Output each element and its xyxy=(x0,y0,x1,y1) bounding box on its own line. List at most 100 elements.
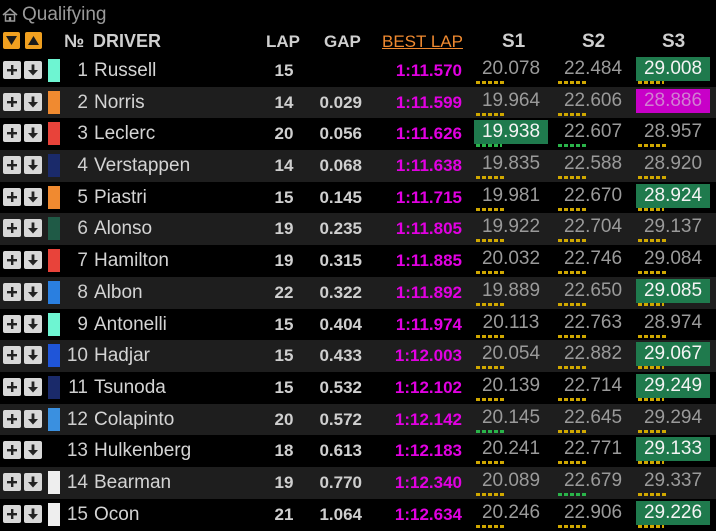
arrow-down-icon xyxy=(27,127,39,139)
pin-driver-button[interactable] xyxy=(3,377,21,396)
pin-driver-button[interactable] xyxy=(3,251,21,270)
table-row[interactable]: 13 Hulkenberg 18 0.613 1:12.183 20.241 2… xyxy=(0,435,716,467)
move-down-button[interactable] xyxy=(24,346,42,365)
microsector-bar xyxy=(638,207,664,211)
driver-name: Norris xyxy=(94,91,145,113)
sector-s1-cell: 20.032 xyxy=(474,247,548,275)
pin-driver-button[interactable] xyxy=(3,219,21,238)
table-row[interactable]: 14 Bearman 19 0.770 1:12.340 20.089 22.6… xyxy=(0,466,716,499)
pin-driver-button[interactable] xyxy=(3,124,21,143)
pin-driver-button[interactable] xyxy=(3,346,21,365)
table-row[interactable]: 9 Antonelli 15 0.404 1:11.974 20.113 22.… xyxy=(0,309,716,341)
microsector-bar xyxy=(476,271,506,275)
move-down-button[interactable] xyxy=(24,61,42,79)
header-driver[interactable]: DRIVER xyxy=(93,31,162,51)
move-down-button[interactable] xyxy=(24,377,42,396)
header-no[interactable]: № xyxy=(64,31,85,51)
move-down-button[interactable] xyxy=(24,219,42,238)
pin-driver-button[interactable] xyxy=(3,187,21,206)
arrow-down-icon xyxy=(27,159,39,171)
sector-s1-cell: 20.078 xyxy=(474,57,548,84)
table-row[interactable]: 15 Ocon 21 1.064 1:12.634 20.246 22.906 … xyxy=(0,499,716,531)
sector-s3-time: 28.957 xyxy=(643,121,703,143)
driver-name: Colapinto xyxy=(94,408,175,430)
pin-driver-button[interactable] xyxy=(3,156,21,175)
team-color-swatch xyxy=(48,185,60,209)
sector-s3-time: 29.226 xyxy=(636,500,710,525)
move-down-button[interactable] xyxy=(24,187,42,206)
pin-driver-button[interactable] xyxy=(3,282,21,301)
move-down-button[interactable] xyxy=(24,441,42,460)
team-color-swatch xyxy=(48,122,60,146)
sector-s1-cell: 19.922 xyxy=(474,215,548,243)
move-down-button[interactable] xyxy=(24,282,42,301)
sector-s1-time: 20.241 xyxy=(481,438,541,460)
sector-s1-cell: 19.964 xyxy=(474,89,548,116)
lap-count: 14 xyxy=(274,156,294,176)
gap-value: 0.029 xyxy=(319,92,362,112)
sector-s2-time: 22.704 xyxy=(563,216,623,238)
pin-driver-button[interactable] xyxy=(3,61,21,79)
pin-driver-button[interactable] xyxy=(3,441,21,460)
arrow-down-icon xyxy=(27,444,39,456)
lap-count: 15 xyxy=(274,187,294,207)
move-down-button[interactable] xyxy=(24,472,42,491)
move-down-button[interactable] xyxy=(24,314,42,333)
table-row[interactable]: 3 Leclerc 20 0.056 1:11.626 19.938 22.60… xyxy=(0,118,716,150)
table-row[interactable]: 4 Verstappen 14 0.068 1:11.638 19.835 22… xyxy=(0,150,716,182)
table-row[interactable]: 5 Piastri 15 0.145 1:11.715 19.981 22.67… xyxy=(0,182,716,214)
gap-value: 0.056 xyxy=(319,124,362,144)
gap-value: 0.572 xyxy=(319,409,362,429)
driver-name: Ocon xyxy=(94,503,140,525)
sector-s2-time: 22.606 xyxy=(563,89,623,111)
pin-driver-button[interactable] xyxy=(3,92,21,111)
microsector-bar xyxy=(476,524,506,528)
table-row[interactable]: 10 Hadjar 15 0.433 1:12.003 20.054 22.88… xyxy=(0,340,716,372)
sort-up-button[interactable] xyxy=(25,32,42,49)
sector-s3-time: 29.133 xyxy=(636,437,710,462)
microsector-bar xyxy=(558,302,588,306)
move-down-button[interactable] xyxy=(24,409,42,428)
results-table: 1 Russell 15 1:11.570 20.078 22.484 29.0… xyxy=(0,55,716,530)
sector-s2-cell: 22.746 xyxy=(556,247,630,275)
header-gap[interactable]: GAP xyxy=(324,32,361,51)
pin-driver-button[interactable] xyxy=(3,472,21,491)
microsector-bar xyxy=(638,366,664,370)
best-lap-time: 1:11.885 xyxy=(395,251,462,271)
header-lap[interactable]: LAP xyxy=(266,32,300,51)
pin-driver-button[interactable] xyxy=(3,314,21,333)
microsector-bar xyxy=(558,429,588,433)
table-row[interactable]: 8 Albon 22 0.322 1:11.892 19.889 22.650 … xyxy=(0,276,716,309)
header-best-lap[interactable]: BEST LAP xyxy=(382,32,463,51)
table-row[interactable]: 12 Colapinto 20 0.572 1:12.142 20.145 22… xyxy=(0,403,716,436)
home-icon[interactable] xyxy=(2,8,18,22)
lap-count: 21 xyxy=(274,504,294,524)
move-down-button[interactable] xyxy=(24,251,42,270)
microsector-bar xyxy=(558,176,588,180)
microsector-bar xyxy=(638,334,668,338)
sector-s1-time: 20.032 xyxy=(481,248,541,270)
move-down-button[interactable] xyxy=(24,156,42,175)
table-row[interactable]: 2 Norris 14 0.029 1:11.599 19.964 22.606… xyxy=(0,86,716,119)
table-row[interactable]: 1 Russell 15 1:11.570 20.078 22.484 29.0… xyxy=(0,55,716,87)
sort-down-button[interactable] xyxy=(3,32,20,49)
move-down-button[interactable] xyxy=(24,92,42,111)
move-down-button[interactable] xyxy=(24,124,42,143)
table-row[interactable]: 11 Tsunoda 15 0.532 1:12.102 20.139 22.7… xyxy=(0,372,716,404)
table-row[interactable]: 6 Alonso 19 0.235 1:11.805 19.922 22.704… xyxy=(0,213,716,246)
pin-driver-button[interactable] xyxy=(3,409,21,428)
pin-driver-button[interactable] xyxy=(3,504,21,523)
header-s2[interactable]: S2 xyxy=(582,31,606,52)
sector-s1-time: 20.078 xyxy=(481,58,541,79)
header-s3[interactable]: S3 xyxy=(662,31,686,52)
table-row[interactable]: 7 Hamilton 19 0.315 1:11.885 20.032 22.7… xyxy=(0,245,716,277)
microsector-bar xyxy=(476,334,506,338)
sector-s1-time: 20.089 xyxy=(481,469,541,491)
sector-s1-time: 20.113 xyxy=(482,311,540,333)
sector-s1-time: 19.938 xyxy=(474,120,548,145)
move-down-button[interactable] xyxy=(24,504,42,523)
header-s1[interactable]: S1 xyxy=(502,31,526,52)
sector-s3-time: 29.249 xyxy=(636,373,710,398)
position: 7 xyxy=(77,250,88,272)
microsector-bar xyxy=(558,524,588,528)
